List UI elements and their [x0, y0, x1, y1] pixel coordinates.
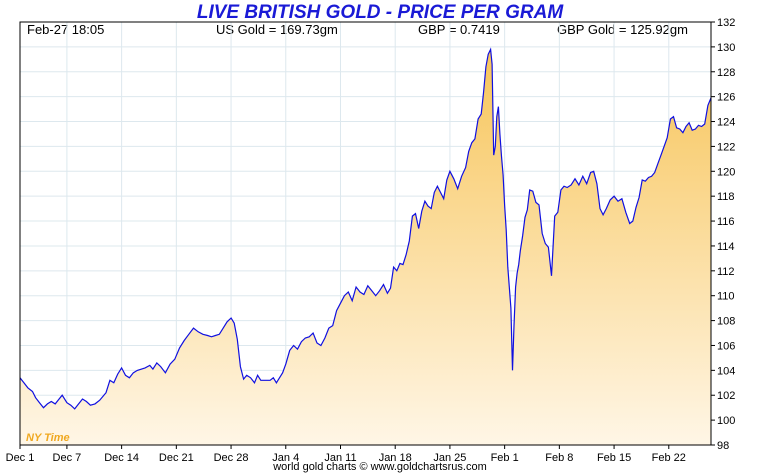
- y-tick-label: 112: [717, 266, 735, 278]
- x-tick-label: Jan 4: [272, 452, 299, 464]
- y-tick-label: 100: [717, 415, 735, 427]
- y-tick-label: 128: [717, 67, 735, 79]
- x-tick-label: Dec 7: [53, 452, 82, 464]
- plot-border: [19, 21, 712, 446]
- y-tick-label: 122: [717, 141, 735, 153]
- chart-title: LIVE BRITISH GOLD - PRICE PER GRAM: [196, 2, 564, 23]
- y-tick-label: 102: [717, 390, 735, 402]
- ny-time-watermark: NY Time: [26, 432, 70, 444]
- y-tick-label: 120: [717, 166, 735, 178]
- y-tick-label: 116: [717, 216, 735, 228]
- y-tick-label: 130: [717, 42, 735, 54]
- x-axis-ticks: Dec 1 Dec 7 Dec 14 Dec 21 Dec 28 Jan 4 Jan 11 J…: [6, 445, 686, 464]
- us-gold-label: US Gold = 169.73gm: [216, 22, 338, 37]
- y-tick-label: 98: [717, 440, 729, 452]
- x-tick-label: Feb 8: [545, 452, 573, 464]
- y-tick-label: 110: [717, 291, 735, 303]
- y-axis-ticks: 98 100 102 104 106 108 110 112 114 116 118 120 122 12…: [711, 17, 735, 452]
- price-line: [19, 47, 712, 410]
- x-tick-label: Jan 25: [433, 452, 466, 464]
- x-tick-label: Dec 21: [159, 452, 194, 464]
- gbp-gold-label: GBP Gold = 125.92gm: [557, 22, 688, 37]
- x-tick-label: Dec 14: [104, 452, 139, 464]
- x-tick-label: Jan 18: [379, 452, 412, 464]
- y-tick-label: 132: [717, 17, 735, 29]
- x-tick-label: Feb 15: [597, 452, 631, 464]
- x-tick-label: Jan 11: [324, 452, 356, 464]
- gbp-rate-label: GBP = 0.7419: [418, 22, 500, 37]
- y-tick-label: 108: [717, 316, 735, 328]
- footer-credit: world gold charts © www.goldchartsrus.co…: [273, 461, 487, 473]
- y-tick-label: 106: [717, 340, 735, 352]
- y-tick-label: 114: [717, 241, 735, 253]
- price-area-fill: [20, 49, 711, 446]
- y-tick-label: 118: [717, 191, 735, 203]
- y-tick-label: 104: [717, 365, 735, 377]
- x-tick-label: Feb 1: [491, 452, 519, 464]
- y-tick-label: 126: [717, 92, 735, 104]
- y-tick-label: 124: [717, 117, 735, 129]
- x-tick-label: Dec 1: [6, 452, 35, 464]
- x-tick-label: Feb 22: [652, 452, 686, 464]
- datetime-label: Feb-27 18:05: [27, 22, 105, 37]
- x-tick-label: Dec 28: [214, 452, 249, 464]
